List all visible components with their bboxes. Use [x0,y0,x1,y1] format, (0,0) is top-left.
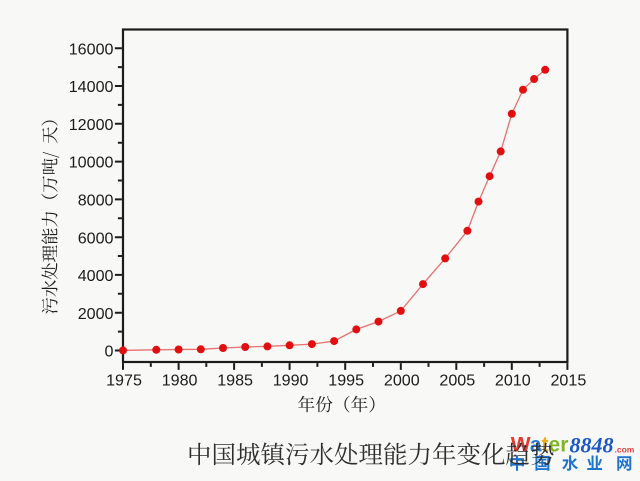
svg-text:2000: 2000 [384,371,420,389]
svg-text:2000: 2000 [78,305,114,323]
svg-text:0: 0 [105,343,114,361]
svg-text:2015: 2015 [550,371,586,389]
svg-text:8000: 8000 [78,192,114,210]
svg-text:10000: 10000 [69,154,114,172]
svg-text:2010: 2010 [495,371,531,389]
svg-text:12000: 12000 [69,116,114,134]
svg-text:1995: 1995 [328,371,364,389]
svg-text:6000: 6000 [78,229,114,247]
svg-text:.com: .com [615,445,635,455]
svg-text:1980: 1980 [162,371,198,389]
svg-text:1975: 1975 [106,371,142,389]
svg-text:14000: 14000 [69,78,114,96]
svg-text:1985: 1985 [217,371,253,389]
svg-text:8848: 8848 [570,432,614,457]
svg-text:1990: 1990 [273,371,309,389]
svg-text:4000: 4000 [78,267,114,285]
svg-text:Water: Water [511,433,569,456]
svg-text:2005: 2005 [439,371,475,389]
svg-text:16000: 16000 [69,40,114,58]
